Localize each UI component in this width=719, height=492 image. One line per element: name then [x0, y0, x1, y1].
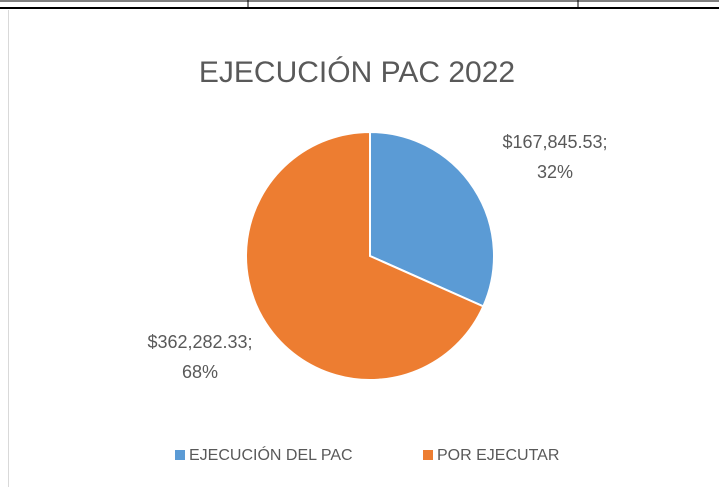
data-label: 32%	[537, 162, 573, 182]
chart-title: EJECUCIÓN PAC 2022	[199, 56, 515, 89]
legend-swatch	[175, 450, 185, 460]
legend-label: EJECUCIÓN DEL PAC	[189, 445, 353, 464]
pie-slice	[245, 130, 485, 381]
data-label: $362,282.33;	[147, 332, 252, 352]
legend-swatch	[423, 450, 433, 460]
legend-label: POR EJECUTAR	[437, 447, 559, 464]
data-label: $167,845.53;	[502, 132, 607, 152]
data-label: 68%	[182, 362, 218, 382]
pie-slice	[369, 130, 495, 308]
